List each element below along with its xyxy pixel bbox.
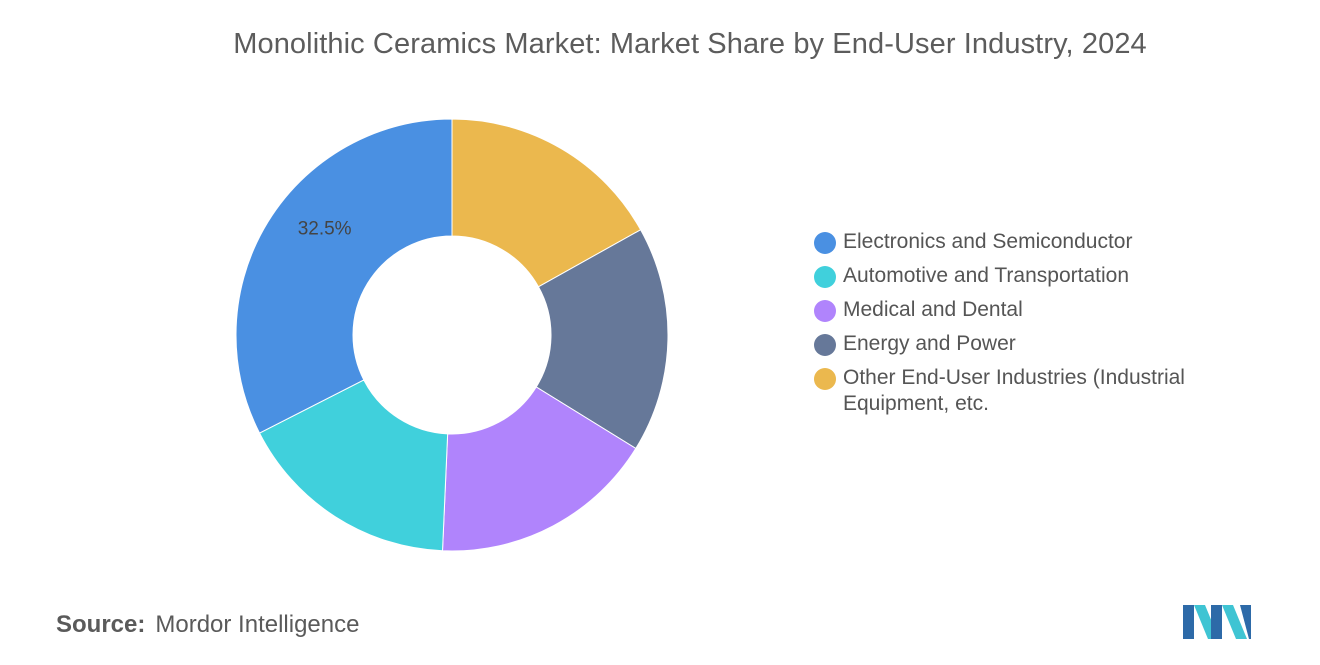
source-note: Source: Mordor Intelligence [56,611,359,639]
logo-shape-4 [1222,605,1247,639]
chart-legend: Electronics and Semiconductor Automotive … [814,229,1234,425]
mordor-intelligence-logo [1183,603,1251,639]
legend-item: Medical and Dental [814,297,1234,323]
legend-swatch-icon [814,232,836,254]
legend-label: Automotive and Transportation [843,264,1130,287]
legend-label: Medical and Dental [843,298,1023,321]
legend-swatch-icon [814,368,836,390]
legend-item: Other End-User Industries (Industrial Eq… [814,365,1234,417]
data-label-electronics-and-semiconductor: 32.5% [298,218,352,239]
logo-icon [1183,605,1251,639]
logo-shape-3 [1211,605,1222,639]
donut-svg: 32.5% [235,118,669,552]
legend-item: Energy and Power [814,331,1234,357]
slice-medical-and-dental [441,386,637,552]
legend-swatch-icon [814,334,836,356]
legend-swatch-icon [814,300,836,322]
source-name: Mordor Intelligence [155,611,360,638]
slice-energy-and-power [535,229,669,450]
legend-item: Electronics and Semiconductor [814,229,1234,255]
logo-shape-1 [1183,605,1194,639]
legend-label: Energy and Power [843,332,1016,355]
donut-chart: 32.5% [230,113,674,557]
source-label: Source: [56,611,146,638]
legend-label: Electronics and Semiconductor [843,230,1133,253]
legend-swatch-icon [814,266,836,288]
legend-item: Automotive and Transportation [814,263,1234,289]
chart-title: Monolithic Ceramics Market: Market Share… [233,28,1147,60]
logo-shape-5 [1240,605,1251,639]
slice-automotive-and-transportation [258,379,449,552]
slice-electronics-and-semiconductor [235,118,453,434]
slice-other-end-user-industries-industrial-equipment-etc [451,118,642,288]
legend-label: Other End-User Industries (Industrial Eq… [843,366,1185,415]
